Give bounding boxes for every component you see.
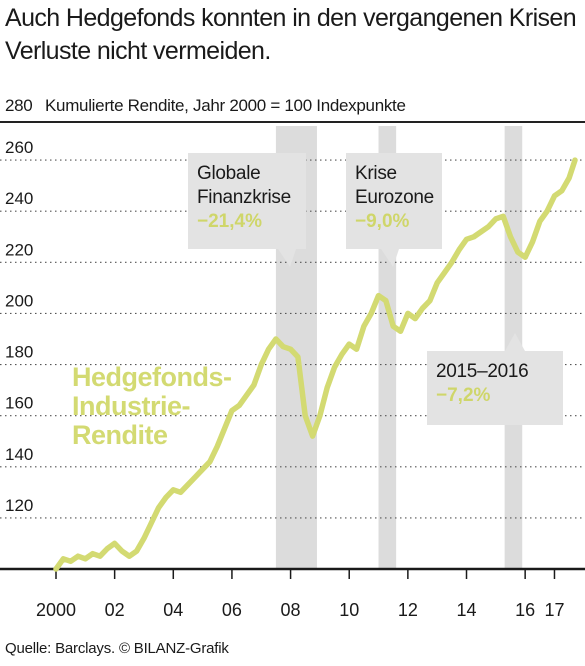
callout-box xyxy=(427,351,563,425)
callout-pointer xyxy=(381,249,399,267)
y-tick-label-240: 240 xyxy=(5,189,33,208)
x-tick-label-17: 17 xyxy=(544,600,564,620)
y-tick-label-top: 280 xyxy=(5,96,33,115)
chart-subtitle: Kumulierte Rendite, Jahr 2000 = 100 Inde… xyxy=(45,96,406,115)
callout-box xyxy=(346,153,442,249)
callout-label-line-1: 2015–2016 xyxy=(436,361,528,382)
callout-pointer xyxy=(505,333,525,351)
callout-label-line-2: Finanzkrise xyxy=(197,187,291,208)
series-lines xyxy=(53,157,578,572)
x-tick-label-2000: 2000 xyxy=(36,600,76,620)
series-label-line-3: Rendite xyxy=(72,420,168,450)
x-tick-label-06: 06 xyxy=(222,600,242,620)
callout-2: Krise Eurozone −9,0% xyxy=(346,153,442,267)
y-tick-label-160: 160 xyxy=(5,394,33,413)
series-line-1 xyxy=(53,157,578,572)
title-line-2: Verluste nicht vermeiden. xyxy=(5,37,271,65)
callout-label-line-1: Krise xyxy=(355,163,397,184)
source-note: Quelle: Barclays. © BILANZ-Grafik xyxy=(5,640,229,657)
x-tick-label-14: 14 xyxy=(456,600,476,620)
callout-value: −21,4% xyxy=(197,211,262,232)
x-tick-label-04: 04 xyxy=(163,600,183,620)
series-label-line-1: Hedgefonds- xyxy=(72,362,232,392)
chart-title: Auch Hedgefonds konnten in den vergangen… xyxy=(5,2,580,68)
x-tick-label-10: 10 xyxy=(339,600,359,620)
x-axis: 2000 02 04 06 08 10 12 14 16 17 xyxy=(0,567,585,620)
callout-pointer xyxy=(278,249,296,267)
subtitle-row: 280 Kumulierte Rendite, Jahr 2000 = 100 I… xyxy=(5,96,406,116)
callout-3: 2015–2016 −7,2% xyxy=(427,333,563,425)
title-line-1: Auch Hedgefonds konnten in den vergangen… xyxy=(5,4,577,32)
x-tick-label-08: 08 xyxy=(281,600,301,620)
x-tick-label-02: 02 xyxy=(105,600,125,620)
series-label: Hedgefonds-Industrie-Rendite xyxy=(72,362,232,450)
annotations: Globale Finanzkrise −21,4% Krise Eurozone −9,… xyxy=(188,153,563,425)
callout-value: −7,2% xyxy=(436,385,491,406)
callout-label-line-1: Globale xyxy=(197,163,260,184)
y-tick-label-120: 120 xyxy=(5,496,33,515)
top-rule xyxy=(0,121,585,123)
y-tick-label-260: 260 xyxy=(5,138,33,157)
y-tick-label-220: 220 xyxy=(5,240,33,259)
callout-label-line-2: Eurozone xyxy=(355,187,434,208)
y-axis-ticks: 120 140 160 180 200 220 240 260 xyxy=(5,138,33,515)
y-tick-label-140: 140 xyxy=(5,445,33,464)
series-label-line-2: Industrie- xyxy=(72,391,190,421)
callout-box xyxy=(188,153,306,249)
callout-value: −9,0% xyxy=(355,211,410,232)
y-tick-label-180: 180 xyxy=(5,343,33,362)
callout-1: Globale Finanzkrise −21,4% xyxy=(188,153,306,267)
x-tick-label-16: 16 xyxy=(515,600,535,620)
y-tick-label-200: 200 xyxy=(5,291,33,310)
x-tick-label-12: 12 xyxy=(398,600,418,620)
